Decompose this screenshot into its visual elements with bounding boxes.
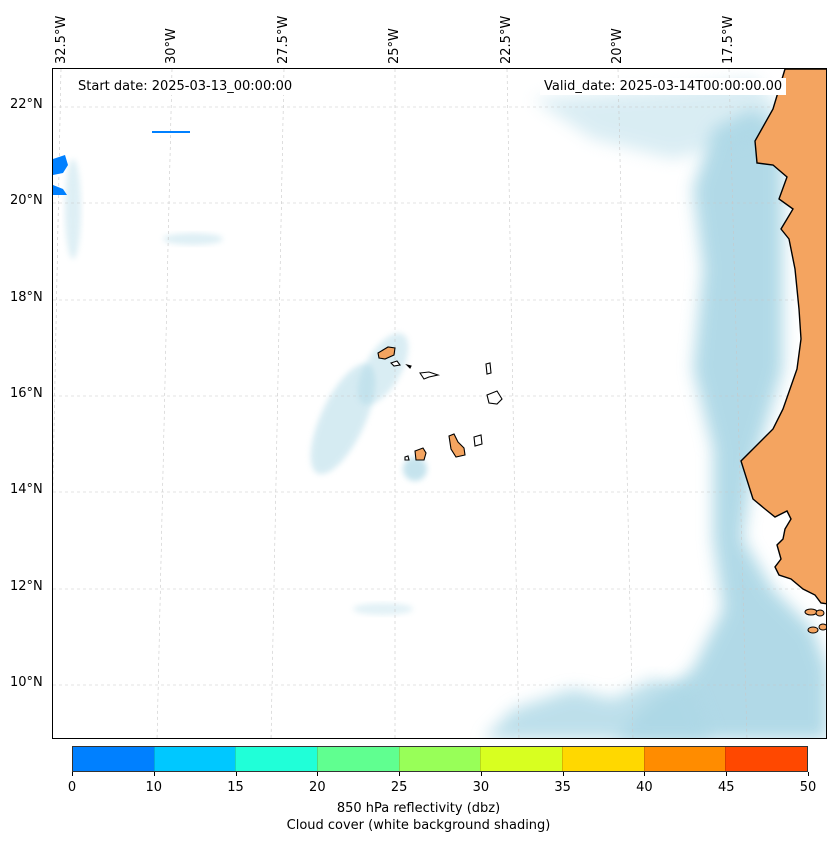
santa-luzia-island: [405, 363, 412, 369]
fogo-island: [414, 447, 427, 461]
lat-label-16n: 16°N: [10, 386, 43, 401]
colorbar-tick: [480, 772, 482, 776]
reflectivity-patches: [53, 131, 190, 195]
cloud-patch: [357, 333, 409, 405]
cloud-cover: [65, 79, 826, 738]
boa-vista-island: [486, 390, 503, 405]
lat-label-14n: 14°N: [10, 482, 43, 497]
south-cloud-band: [484, 679, 713, 738]
colorbar-label: 850 hPa reflectivity (dbz): [336, 801, 501, 816]
lat-label-20n: 20°N: [10, 193, 43, 208]
lat-label-18n: 18°N: [10, 290, 43, 305]
brava-island: [404, 455, 410, 461]
colorbar-tick: [808, 772, 809, 776]
cloud-patch: [65, 159, 81, 259]
lon-label-25w: 25°W: [387, 28, 402, 64]
lon-label-17.5w: 17.5°W: [721, 15, 736, 64]
colorbar-segment: [643, 747, 726, 771]
island: [818, 623, 826, 631]
colorbar-tick-label: 50: [799, 780, 817, 795]
colorbar: [72, 746, 808, 772]
colorbar-segment: [235, 747, 318, 771]
colorbar-segment: [153, 747, 236, 771]
reflectivity-patch-west: [53, 155, 68, 175]
santo-antao-island: [377, 346, 396, 360]
map-canvas: [53, 69, 826, 738]
colorbar-sublabel: Cloud cover (white background shading): [286, 818, 551, 833]
colorbar-tick: [644, 772, 646, 776]
colorbar-tick: [399, 772, 401, 776]
colorbar-tick-label: 35: [554, 780, 571, 795]
bissagos-islands: [804, 608, 826, 634]
lat-label-12n: 12°N: [10, 579, 43, 594]
sao-nicolau-island: [419, 371, 441, 380]
coastal-cloud-band: [614, 109, 826, 738]
graticule: [53, 69, 826, 738]
valid-date-label: Valid_date: 2025-03-14T00:00:00.00: [540, 78, 787, 95]
colorbar-tick-label: 45: [717, 780, 735, 795]
sal-island: [485, 362, 492, 375]
colorbar-segment: [73, 747, 154, 771]
lat-label-22n: 22°N: [10, 97, 43, 112]
lon-label-30w: 30°W: [164, 28, 179, 64]
colorbar-segment: [725, 747, 808, 771]
colorbar-tick-label: 25: [390, 780, 408, 795]
colorbar-tick-label: 15: [227, 780, 244, 795]
northeast-cloud: [533, 79, 783, 159]
sao-vicente-island: [389, 360, 401, 367]
colorbar-tick-label: 20: [309, 780, 326, 795]
colorbar-tick: [317, 772, 319, 776]
colorbar-tick: [153, 772, 155, 776]
island: [815, 609, 825, 617]
lon-label-20w: 20°W: [610, 28, 625, 64]
colorbar-segment: [317, 747, 399, 771]
reflectivity-patch-line: [152, 131, 190, 133]
colorbar-tick-label: 10: [145, 780, 163, 795]
lon-label-32.5w: 32.5°W: [54, 15, 69, 64]
lon-label-27.5w: 27.5°W: [276, 15, 291, 64]
reflectivity-patch-west-2: [53, 185, 67, 195]
cloud-patch: [403, 457, 427, 481]
colorbar-tick-label: 30: [472, 780, 490, 795]
island: [807, 626, 819, 634]
colorbar-tick: [726, 772, 728, 776]
colorbar-tick: [235, 772, 237, 776]
cloud-patch: [353, 603, 413, 615]
colorbar-segment: [562, 747, 644, 771]
colorbar-tick-label: 40: [636, 780, 653, 795]
cloud-patch: [163, 233, 223, 245]
maio-island: [473, 434, 483, 447]
colorbar-tick-label: 0: [67, 780, 77, 795]
africa-mainland: [740, 69, 826, 605]
colorbar-tick: [562, 772, 564, 776]
cape-verde-islands: [377, 346, 503, 461]
santiago-island: [448, 433, 466, 458]
colorbar-tick: [72, 772, 73, 776]
colorbar-segment: [480, 747, 563, 771]
island: [804, 608, 818, 616]
start-date-label: Start date: 2025-03-13_00:00:00: [74, 78, 297, 95]
map-frame: [52, 68, 827, 739]
lon-label-22.5w: 22.5°W: [499, 15, 514, 64]
lat-label-10n: 10°N: [10, 675, 43, 690]
colorbar-segment: [398, 747, 481, 771]
